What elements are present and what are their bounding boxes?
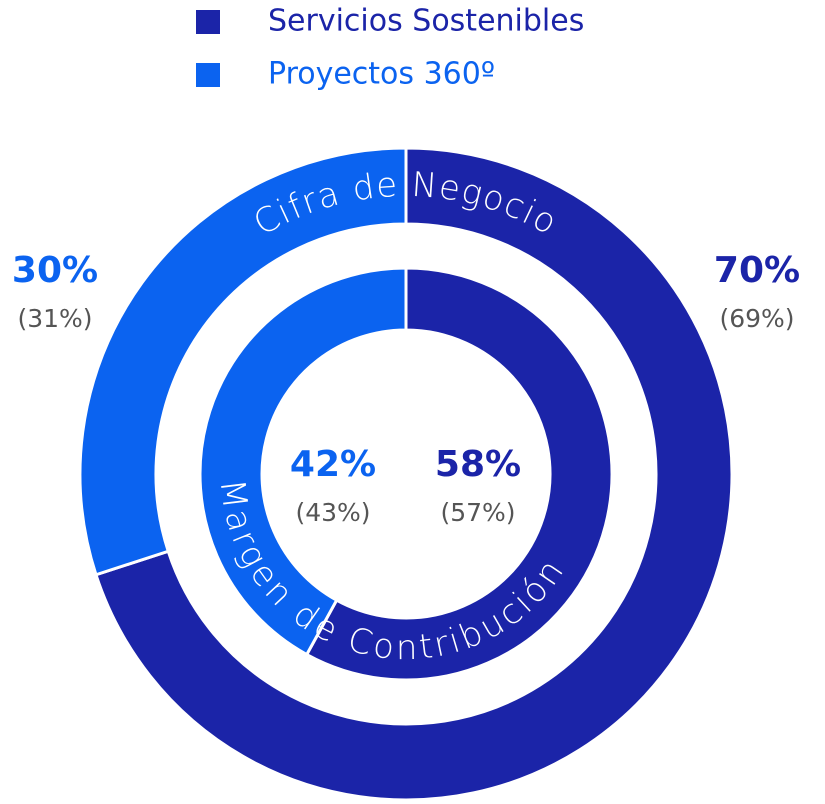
value-label: 70% [714,250,800,291]
legend-label: Proyectos 360º [268,57,495,92]
donut-segment [94,146,734,802]
previous-value-label: (69%) [719,304,794,333]
previous-value-label: (43%) [295,498,370,527]
value-label: 30% [12,250,98,291]
legend-swatch [196,10,220,34]
legend-swatch [196,63,220,87]
legend-label: Servicios Sostenibles [268,4,584,39]
donut-segment [78,146,408,577]
previous-value-label: (57%) [440,498,515,527]
value-label: 58% [435,444,521,485]
previous-value-label: (31%) [17,304,92,333]
value-label: 42% [290,444,376,485]
donut-segment [304,266,614,682]
donut-segment [198,266,408,657]
